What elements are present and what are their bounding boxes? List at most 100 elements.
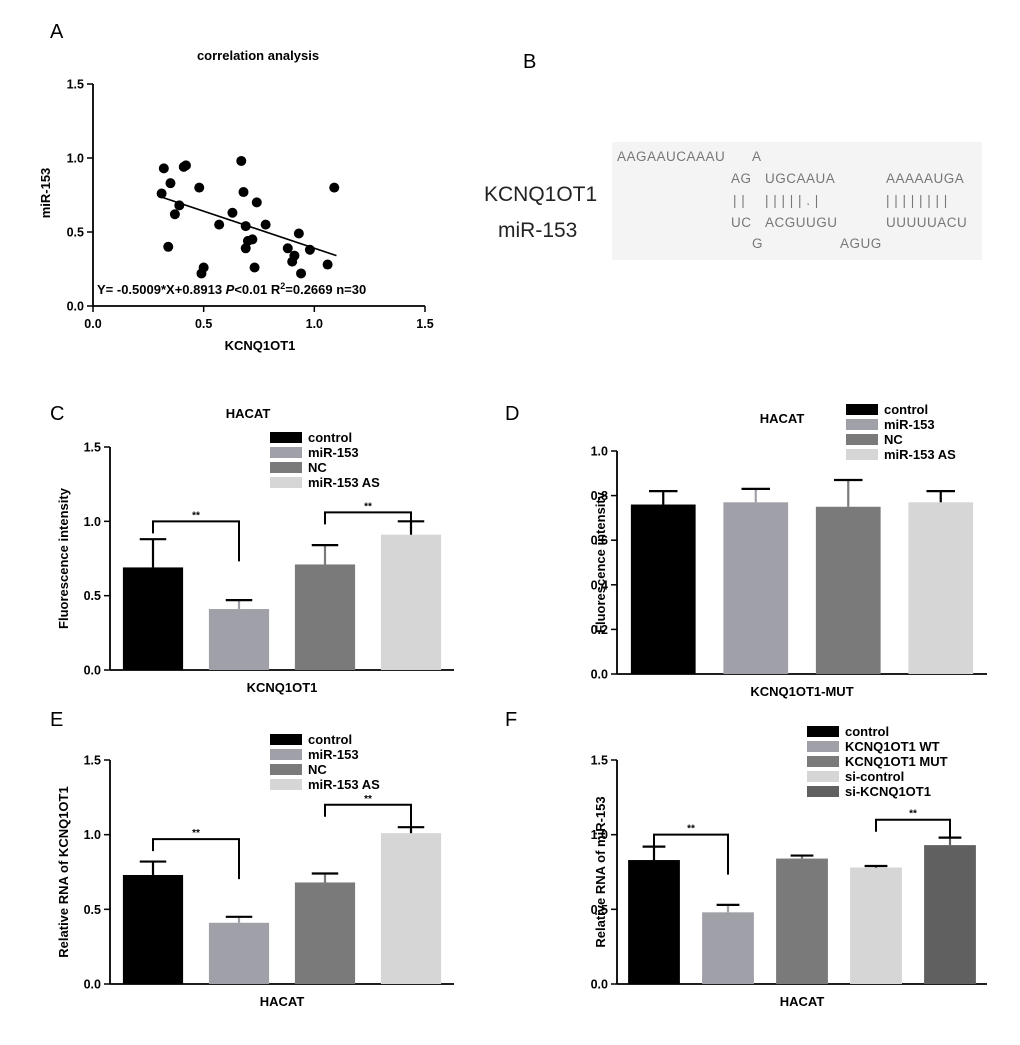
y-tick-label: 0.4 bbox=[591, 578, 608, 592]
legend-label: KCNQ1OT1 WT bbox=[845, 739, 940, 754]
sig-label: ** bbox=[687, 824, 695, 835]
legend-swatch bbox=[270, 734, 302, 745]
legend-swatch bbox=[270, 764, 302, 775]
seq-r3-c2: UUUUUACU bbox=[886, 215, 967, 230]
legend-swatch bbox=[846, 404, 878, 415]
y-tick-label: 0.0 bbox=[84, 978, 101, 992]
seq-r1-c1: UGCAAUA bbox=[765, 171, 835, 186]
seq-r0-c0: AAGAAUCAAAU bbox=[617, 149, 725, 164]
scatter-point bbox=[163, 241, 174, 252]
y-axis-label: Fluorescence intensity bbox=[56, 487, 71, 629]
y-tick-label: 1.0 bbox=[591, 828, 608, 842]
scatter-point bbox=[156, 188, 167, 199]
bar-control bbox=[122, 567, 184, 670]
bar-mir-153-as bbox=[380, 534, 442, 670]
y-axis-label: miR-153 bbox=[38, 168, 53, 219]
scatter-point bbox=[282, 243, 293, 254]
legend-swatch bbox=[270, 447, 302, 458]
scatter-point bbox=[236, 155, 247, 166]
y-axis-label: Relative RNA of miR-153 bbox=[593, 796, 608, 947]
legend-swatch bbox=[270, 477, 302, 488]
y-tick-label: 0.6 bbox=[591, 534, 608, 548]
sig-label: ** bbox=[364, 501, 372, 512]
scatter-point bbox=[293, 228, 304, 239]
scatter-point bbox=[251, 197, 262, 208]
legend-label: control bbox=[845, 724, 889, 739]
scatter-point bbox=[238, 187, 249, 198]
legend-swatch bbox=[270, 432, 302, 443]
bar-nc bbox=[294, 882, 356, 984]
regression-equation: Y= -0.5009*X+0.8913 P<0.01 R2=0.2669 n=3… bbox=[97, 281, 366, 297]
y-tick-label: 0.8 bbox=[591, 489, 608, 503]
y-tick-label: 1.0 bbox=[591, 445, 608, 459]
legend-label: NC bbox=[308, 460, 327, 475]
sig-bracket bbox=[152, 838, 240, 880]
sig-label: ** bbox=[192, 828, 200, 839]
panel-letter-a: A bbox=[50, 21, 64, 43]
bar-mir-153-as bbox=[380, 833, 442, 984]
y-tick-label: 1.0 bbox=[84, 828, 101, 842]
scatter-point bbox=[289, 250, 300, 261]
sig-label: ** bbox=[364, 794, 372, 805]
legend-swatch bbox=[807, 786, 839, 797]
legend-swatch bbox=[807, 756, 839, 767]
alignment-box bbox=[612, 142, 982, 260]
legend-swatch bbox=[807, 741, 839, 752]
chart-f-bar: 0.0 0.5 1.0 1.5 HACAT Relative RNA of miR-153… bbox=[591, 724, 987, 1009]
panel-letter-e: E bbox=[50, 709, 63, 731]
legend-swatch bbox=[846, 449, 878, 460]
seq-r0-c1: A bbox=[752, 149, 762, 164]
sig-bracket bbox=[875, 818, 951, 838]
y-tick-label: 1.0 bbox=[67, 152, 84, 166]
chart-a-title: correlation analysis bbox=[197, 48, 319, 63]
legend-swatch bbox=[270, 779, 302, 790]
x-tick-label: 1.5 bbox=[416, 317, 433, 331]
seq-r3-c0: UC bbox=[731, 215, 752, 230]
y-tick-label: 1.5 bbox=[591, 754, 608, 768]
scatter-point bbox=[198, 262, 209, 273]
scatter-point bbox=[247, 234, 258, 245]
sig-bracket bbox=[653, 833, 729, 875]
sig-label: ** bbox=[192, 510, 200, 521]
bar-nc bbox=[815, 506, 881, 674]
scatter-point bbox=[194, 182, 205, 193]
scatter-point bbox=[322, 259, 333, 270]
sig-bracket bbox=[152, 520, 240, 562]
legend-label: miR-153 bbox=[308, 747, 359, 762]
gene-label: KCNQ1OT1 bbox=[484, 183, 597, 206]
scatter-point bbox=[227, 207, 238, 218]
panel-letter-b: B bbox=[523, 51, 536, 73]
scatter-point bbox=[249, 262, 260, 273]
panel-letter-f: F bbox=[505, 709, 517, 731]
legend-label: si-control bbox=[845, 769, 904, 784]
scatter-point bbox=[169, 209, 180, 220]
legend-label: control bbox=[308, 430, 352, 445]
legend-label: miR-153 bbox=[308, 445, 359, 460]
seq-r4-c1: AGUG bbox=[840, 236, 882, 251]
seq-r2-c2: | | | | | | | | bbox=[886, 193, 948, 208]
x-axis-label: KCNQ1OT1 bbox=[247, 680, 318, 695]
legend-label: NC bbox=[308, 762, 327, 777]
panel-letter-c: C bbox=[50, 403, 64, 425]
sig-bracket bbox=[324, 511, 412, 525]
legend-label: miR-153 AS bbox=[308, 777, 380, 792]
legend-swatch bbox=[846, 419, 878, 430]
y-tick-label: 0.0 bbox=[67, 300, 84, 314]
x-tick-label: 1.0 bbox=[306, 317, 323, 331]
x-axis-label: KCNQ1OT1-MUT bbox=[750, 684, 853, 699]
y-tick-label: 0.0 bbox=[591, 978, 608, 992]
legend-label: control bbox=[308, 732, 352, 747]
bar-kcnq1ot1-mut bbox=[776, 858, 828, 984]
legend-swatch bbox=[270, 749, 302, 760]
scatter-point bbox=[214, 219, 225, 230]
bar-mir-153 bbox=[208, 922, 270, 984]
legend-label: miR-153 AS bbox=[884, 447, 956, 462]
legend-label: miR-153 bbox=[884, 417, 935, 432]
mirna-label: miR-153 bbox=[498, 219, 577, 242]
scatter-point bbox=[296, 268, 307, 279]
seq-r2-c0: | | bbox=[733, 193, 745, 208]
y-tick-label: 0.5 bbox=[591, 903, 608, 917]
seq-r1-c0: AG bbox=[731, 171, 752, 186]
sig-label: ** bbox=[909, 809, 917, 820]
